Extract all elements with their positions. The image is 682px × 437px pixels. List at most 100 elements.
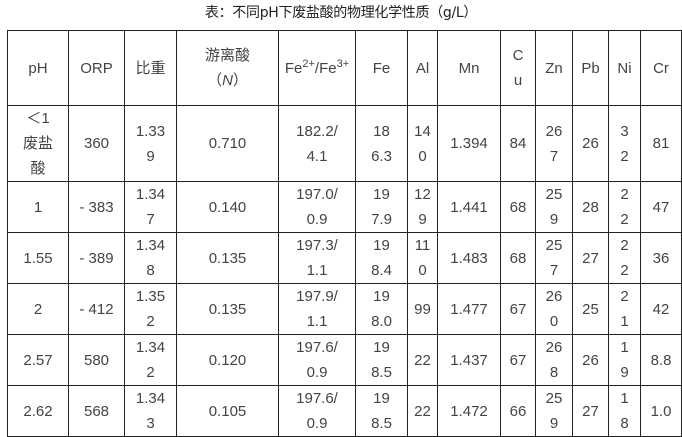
- cell-mn: 1.477: [437, 283, 501, 335]
- table-row: 1.55- 389 1.348 0.135 197.3/1.1 198.4 110 1.48…: [7, 232, 682, 284]
- cell-fe-ratio: 197.6/0.9: [278, 385, 356, 437]
- cell-cu: 68: [500, 232, 536, 284]
- cell-fe: 197.9: [355, 181, 408, 233]
- cell-ph: ＜1废盐酸: [7, 105, 69, 182]
- table-row: 2.57 580 1.342 0.120 197.6/0.9 198.5 22 1.437 67…: [7, 334, 682, 386]
- cell-pb: 26: [572, 105, 609, 182]
- cell-fe: 198.0: [355, 283, 408, 335]
- cell-al: 99: [407, 283, 438, 335]
- cell-sg: 1.348: [124, 232, 177, 284]
- table-row: 2.62 568 1.343 0.105 197.6/0.9 198.5 22 1.472 66…: [7, 385, 682, 437]
- header-cr: Cr: [640, 30, 682, 106]
- header-fe: Fe: [355, 30, 408, 106]
- cell-fe-ratio: 182.2/4.1: [278, 105, 356, 182]
- cell-cr: 8.8: [640, 334, 682, 386]
- cell-free-acid: 0.120: [176, 334, 279, 386]
- cell-ni: 22: [608, 232, 641, 284]
- cell-pb: 27: [572, 232, 609, 284]
- cell-sg: 1.352: [124, 283, 177, 335]
- cell-cr: 42: [640, 283, 682, 335]
- cell-ph: 1.55: [7, 232, 69, 284]
- cell-pb: 27: [572, 385, 609, 437]
- cell-fe: 198.5: [355, 385, 408, 437]
- cell-fe: 198.5: [355, 334, 408, 386]
- cell-sg: 1.342: [124, 334, 177, 386]
- cell-cr: 81: [640, 105, 682, 182]
- cell-pb: 25: [572, 283, 609, 335]
- cell-ni: 21: [608, 283, 641, 335]
- table-title: 表：不同pH下废盐酸的物理化学性质（g/L）: [204, 5, 478, 21]
- cell-orp: 360: [68, 105, 125, 182]
- cell-cr: 47: [640, 181, 682, 233]
- cell-mn: 1.483: [437, 232, 501, 284]
- cell-cr: 1.0: [640, 385, 682, 437]
- cell-fe-ratio: 197.3/1.1: [278, 232, 356, 284]
- cell-fe-ratio: 197.9/1.1: [278, 283, 356, 335]
- header-specific-gravity: 比重: [124, 30, 177, 106]
- cell-al: 110: [407, 232, 438, 284]
- cell-al: 129: [407, 181, 438, 233]
- header-ni: Ni: [608, 30, 641, 106]
- cell-mn: 1.394: [437, 105, 501, 182]
- cell-sg: 1.343: [124, 385, 177, 437]
- cell-ni: 32: [608, 105, 641, 182]
- cell-mn: 1.441: [437, 181, 501, 233]
- header-free-acid: 游离酸（N）: [176, 30, 279, 106]
- cell-ph: 2.62: [7, 385, 69, 437]
- cell-sg: 1.339: [124, 105, 177, 182]
- table-row: ＜1废盐酸 360 1.339 0.710 182.2/4.1 186.3 140 1.394…: [7, 105, 682, 182]
- cell-free-acid: 0.140: [176, 181, 279, 233]
- cell-zn: 259: [535, 385, 573, 437]
- cell-free-acid: 0.135: [176, 283, 279, 335]
- cell-pb: 26: [572, 334, 609, 386]
- cell-fe: 198.4: [355, 232, 408, 284]
- cell-al: 22: [407, 334, 438, 386]
- cell-ni: 22: [608, 181, 641, 233]
- cell-mn: 1.472: [437, 385, 501, 437]
- header-al: Al: [407, 30, 438, 106]
- cell-zn: 267: [535, 105, 573, 182]
- header-cu: Cu: [500, 30, 536, 106]
- table-row: 1- 383 1.347 0.140 197.0/0.9 197.9 129 1.441 68…: [7, 181, 682, 233]
- cell-orp: - 389: [68, 232, 125, 284]
- cell-free-acid: 0.105: [176, 385, 279, 437]
- cell-al: 140: [407, 105, 438, 182]
- cell-ni: 19: [608, 334, 641, 386]
- cell-cu: 68: [500, 181, 536, 233]
- cell-mn: 1.437: [437, 334, 501, 386]
- cell-pb: 28: [572, 181, 609, 233]
- header-ph: pH: [7, 30, 69, 106]
- cell-orp: 580: [68, 334, 125, 386]
- header-zn: Zn: [535, 30, 573, 106]
- cell-orp: - 412: [68, 283, 125, 335]
- cell-cu: 66: [500, 385, 536, 437]
- cell-cr: 36: [640, 232, 682, 284]
- cell-zn: 268: [535, 334, 573, 386]
- cell-cu: 67: [500, 283, 536, 335]
- cell-fe-ratio: 197.6/0.9: [278, 334, 356, 386]
- cell-ph: 1: [7, 181, 69, 233]
- cell-cu: 67: [500, 334, 536, 386]
- properties-table: pH ORP 比重 游离酸（N） Fe2+/Fe3+ Fe Al Mn Cu Z…: [7, 30, 682, 437]
- cell-cu: 84: [500, 105, 536, 182]
- cell-zn: 260: [535, 283, 573, 335]
- header-mn: Mn: [437, 30, 501, 106]
- cell-fe: 186.3: [355, 105, 408, 182]
- cell-orp: - 383: [68, 181, 125, 233]
- cell-free-acid: 0.710: [176, 105, 279, 182]
- cell-orp: 568: [68, 385, 125, 437]
- cell-free-acid: 0.135: [176, 232, 279, 284]
- cell-ni: 18: [608, 385, 641, 437]
- cell-fe-ratio: 197.0/0.9: [278, 181, 356, 233]
- cell-sg: 1.347: [124, 181, 177, 233]
- cell-ph: 2: [7, 283, 69, 335]
- cell-zn: 259: [535, 181, 573, 233]
- header-orp: ORP: [68, 30, 125, 106]
- header-pb: Pb: [572, 30, 609, 106]
- table-row: 2- 412 1.352 0.135 197.9/1.1 198.0 99 1.477 67 2…: [7, 283, 682, 335]
- header-fe-ratio: Fe2+/Fe3+: [278, 30, 356, 106]
- cell-al: 22: [407, 385, 438, 437]
- header-row: pH ORP 比重 游离酸（N） Fe2+/Fe3+ Fe Al Mn Cu Z…: [7, 30, 682, 106]
- cell-ph: 2.57: [7, 334, 69, 386]
- cell-zn: 257: [535, 232, 573, 284]
